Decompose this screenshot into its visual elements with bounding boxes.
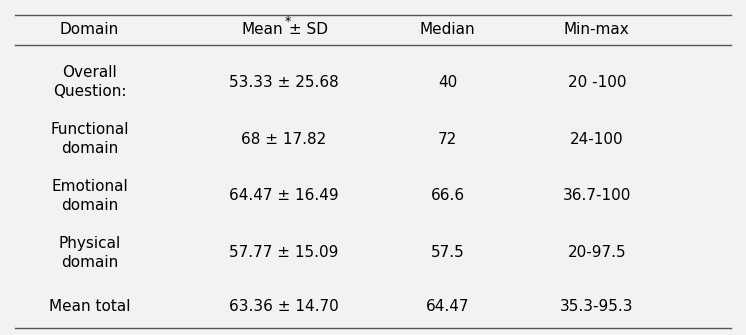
Text: 63.36 ± 14.70: 63.36 ± 14.70 xyxy=(228,299,339,314)
Text: 64.47: 64.47 xyxy=(426,299,469,314)
Text: 40: 40 xyxy=(438,75,457,89)
Text: 66.6: 66.6 xyxy=(430,189,465,203)
Text: Mean total: Mean total xyxy=(48,299,131,314)
Text: 57.77 ± 15.09: 57.77 ± 15.09 xyxy=(229,246,338,260)
Text: 20 -100: 20 -100 xyxy=(568,75,626,89)
Text: 64.47 ± 16.49: 64.47 ± 16.49 xyxy=(229,189,338,203)
Text: Min-max: Min-max xyxy=(564,22,630,37)
Text: 20-97.5: 20-97.5 xyxy=(568,246,626,260)
Text: 72: 72 xyxy=(438,132,457,146)
Text: ± SD: ± SD xyxy=(284,22,328,37)
Text: 35.3-95.3: 35.3-95.3 xyxy=(560,299,633,314)
Text: 36.7-100: 36.7-100 xyxy=(562,189,631,203)
Text: Mean: Mean xyxy=(242,22,283,37)
Text: 24-100: 24-100 xyxy=(570,132,624,146)
Text: 53.33 ± 25.68: 53.33 ± 25.68 xyxy=(228,75,339,89)
Text: Functional
domain: Functional domain xyxy=(50,122,129,156)
Text: Median: Median xyxy=(420,22,475,37)
Text: *: * xyxy=(284,15,290,27)
Text: Domain: Domain xyxy=(60,22,119,37)
Text: Physical
domain: Physical domain xyxy=(58,236,121,270)
Text: Emotional
domain: Emotional domain xyxy=(51,179,128,213)
Text: Overall
Question:: Overall Question: xyxy=(53,65,126,99)
Text: 57.5: 57.5 xyxy=(430,246,465,260)
Text: 68 ± 17.82: 68 ± 17.82 xyxy=(241,132,326,146)
